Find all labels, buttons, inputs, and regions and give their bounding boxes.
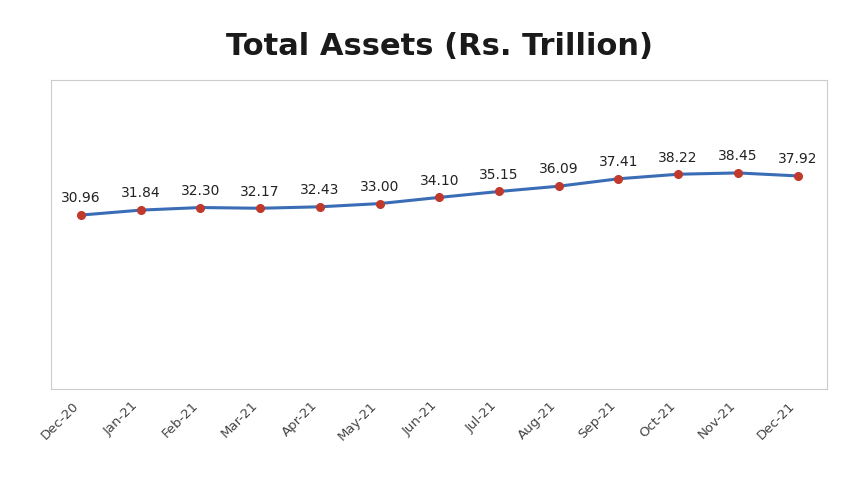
Text: 31.84: 31.84	[121, 187, 160, 201]
Text: 34.10: 34.10	[419, 174, 458, 188]
Text: 33.00: 33.00	[360, 180, 399, 194]
Text: 38.45: 38.45	[717, 149, 757, 163]
Text: 37.41: 37.41	[598, 155, 637, 169]
Text: 32.43: 32.43	[300, 183, 339, 197]
Text: 36.09: 36.09	[538, 163, 578, 177]
Text: 30.96: 30.96	[61, 191, 101, 206]
Text: 37.92: 37.92	[777, 152, 816, 166]
Text: 32.30: 32.30	[181, 184, 220, 198]
Text: 32.17: 32.17	[240, 185, 279, 199]
Title: Total Assets (Rs. Trillion): Total Assets (Rs. Trillion)	[226, 32, 652, 61]
Text: 35.15: 35.15	[479, 168, 518, 182]
Text: 38.22: 38.22	[658, 151, 697, 165]
